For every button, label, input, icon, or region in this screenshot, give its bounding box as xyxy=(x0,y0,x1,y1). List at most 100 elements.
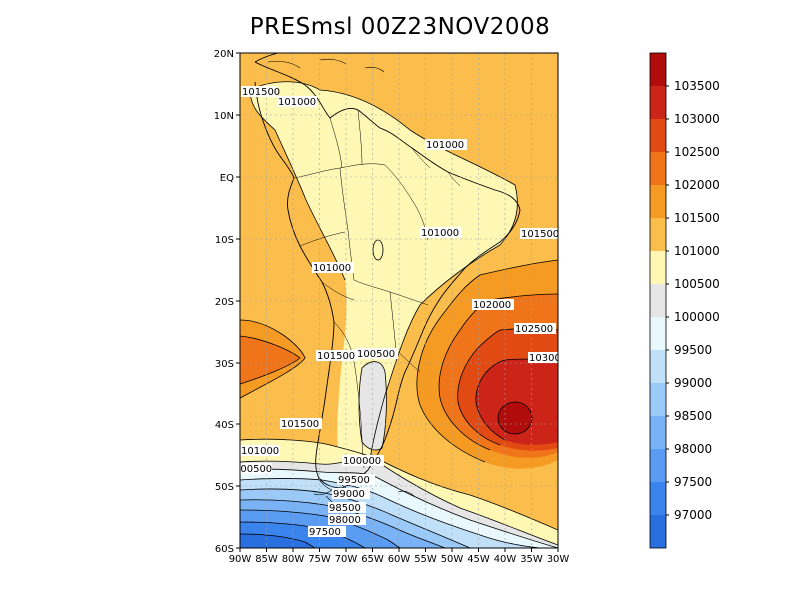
lon-tick: 85W xyxy=(255,548,278,565)
south-america-coastline xyxy=(254,53,521,489)
colorbar-swatch xyxy=(650,119,666,152)
svg-text:60W: 60W xyxy=(388,554,411,565)
svg-text:65W: 65W xyxy=(361,554,384,565)
map-title: PRESmsl 00Z23NOV2008 xyxy=(249,14,551,40)
colorbar-swatch xyxy=(650,383,666,416)
lon-tick: 90W xyxy=(229,548,252,565)
contour-label: 99000 xyxy=(332,488,370,500)
svg-text:98000: 98000 xyxy=(329,515,361,526)
lat-tick: 50S xyxy=(215,482,240,493)
field-97000 xyxy=(240,534,315,548)
contour-label: 102000 xyxy=(472,299,514,311)
contour-label: 100500 xyxy=(356,348,398,360)
lat-tick: 20N xyxy=(214,49,240,60)
svg-text:99500: 99500 xyxy=(338,475,370,486)
lat-tick: EQ xyxy=(220,173,240,184)
svg-text:90W: 90W xyxy=(229,554,252,565)
svg-text:98500: 98500 xyxy=(329,503,361,514)
svg-text:101500: 101500 xyxy=(521,229,559,240)
svg-text:50S: 50S xyxy=(215,482,234,493)
lon-tick: 55W xyxy=(414,548,437,565)
pressure-field: 101500 101000 101000 101000 101500 10100… xyxy=(234,53,559,548)
colorbar-swatch xyxy=(650,482,666,515)
svg-text:60S: 60S xyxy=(215,544,234,555)
lat-tick: 60S xyxy=(215,544,240,555)
contour-label: 101500 xyxy=(316,350,358,362)
contour-label: 102500 xyxy=(514,323,556,335)
svg-text:30W: 30W xyxy=(547,554,570,565)
colorbar-swatch xyxy=(650,350,666,383)
colorbar-swatch xyxy=(650,515,666,548)
colorbar-swatch xyxy=(650,449,666,482)
svg-text:102500: 102500 xyxy=(515,324,553,335)
colorbar-swatch xyxy=(650,86,666,119)
colorbar-label: 100500 xyxy=(674,277,720,291)
svg-text:101500: 101500 xyxy=(317,351,355,362)
svg-text:50W: 50W xyxy=(441,554,464,565)
svg-text:102000: 102000 xyxy=(473,300,511,311)
lon-tick: 65W xyxy=(361,548,384,565)
colorbar-label: 101000 xyxy=(674,244,720,258)
colorbar-frame xyxy=(649,52,667,549)
contour-label: 101500 xyxy=(520,228,559,240)
svg-text:100000: 100000 xyxy=(343,456,381,467)
lon-tick: 80W xyxy=(282,548,305,565)
lon-tick: 30W xyxy=(547,548,570,565)
colorbar-swatch xyxy=(650,251,666,284)
colorbar-label: 101500 xyxy=(674,211,720,225)
colorbar-label: 103000 xyxy=(674,112,720,126)
colorbar-label: 103500 xyxy=(674,79,720,93)
colorbar-label: 102500 xyxy=(674,145,720,159)
lon-tick: 50W xyxy=(441,548,464,565)
colorbar-swatch xyxy=(650,416,666,449)
svg-text:10N: 10N xyxy=(214,111,234,122)
lon-tick: 60W xyxy=(388,548,411,565)
lon-tick: 40W xyxy=(494,548,517,565)
lat-tick: 30S xyxy=(215,359,240,370)
longitude-axis: 90W 85W 80W 75W 70W 65W 60W 55W 50W 45W … xyxy=(229,548,570,565)
svg-text:100500: 100500 xyxy=(234,464,272,475)
contour-label: 101500 xyxy=(280,418,322,430)
lat-tick: 10N xyxy=(214,111,240,122)
contour-label: 101000 xyxy=(420,227,462,239)
svg-text:101000: 101000 xyxy=(313,263,351,274)
colorbar-swatch xyxy=(650,284,666,317)
svg-text:101500: 101500 xyxy=(281,419,319,430)
contour-label: 97500 xyxy=(308,526,346,538)
colorbar-label: 99000 xyxy=(674,376,712,390)
colorbar-label: 97000 xyxy=(674,508,712,522)
field-104000-core xyxy=(498,402,532,434)
country-borders xyxy=(293,109,461,469)
svg-text:101000: 101000 xyxy=(421,228,459,239)
lat-tick: 10S xyxy=(215,235,240,246)
svg-text:75W: 75W xyxy=(308,554,331,565)
svg-text:35W: 35W xyxy=(520,554,543,565)
svg-text:85W: 85W xyxy=(255,554,278,565)
lat-tick: 40S xyxy=(215,420,240,431)
contour-label: 98500 xyxy=(328,502,366,514)
colorbar-label: 100000 xyxy=(674,310,720,324)
contour-label: 101000 xyxy=(277,96,317,108)
latitude-axis: 20N 10N EQ 10S 20S 30S 40S 50S 60S xyxy=(214,49,240,555)
contour-label: 10300 xyxy=(528,352,558,364)
contour-label: 98000 xyxy=(328,514,366,526)
contour-label: 101000 xyxy=(312,262,354,274)
colorbar-label: 98000 xyxy=(674,442,712,456)
svg-text:EQ: EQ xyxy=(220,173,234,184)
field-102500-west xyxy=(240,336,300,384)
svg-text:101500: 101500 xyxy=(242,87,280,98)
contour-label: 101000 xyxy=(425,139,467,151)
svg-text:55W: 55W xyxy=(414,554,437,565)
colorbar-label: 102000 xyxy=(674,178,720,192)
contour-label: 100500 xyxy=(234,463,272,475)
svg-text:80W: 80W xyxy=(282,554,305,565)
svg-text:40S: 40S xyxy=(215,420,234,431)
contour-labels: 101500 101000 101000 101000 101500 10100… xyxy=(234,86,559,538)
colorbar: 97000 97500 98000 98500 99000 99500 100000 1005… xyxy=(649,52,720,549)
svg-text:101000: 101000 xyxy=(241,446,279,457)
svg-text:40W: 40W xyxy=(494,554,517,565)
lon-tick: 75W xyxy=(308,548,331,565)
contour-label: 101000 xyxy=(240,445,280,457)
svg-text:20N: 20N xyxy=(214,49,234,60)
